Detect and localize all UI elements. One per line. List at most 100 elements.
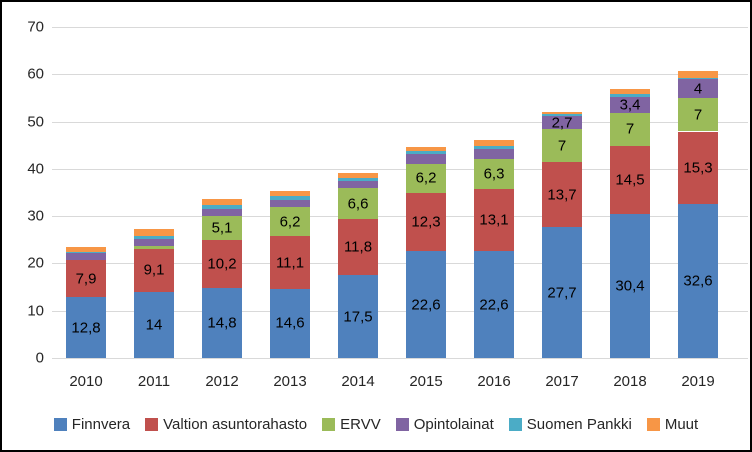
- bar-segment-finnvera: [270, 288, 310, 358]
- bar-segment-opintolainat: [202, 208, 242, 216]
- bar-segment-finnvera: [678, 203, 718, 358]
- gridline: [52, 168, 748, 170]
- gridline: [52, 263, 748, 265]
- legend-swatch-icon: [646, 417, 660, 431]
- y-axis-tick-label: 70: [27, 18, 44, 36]
- bar-segment-valtion-asuntorahasto: [542, 162, 582, 228]
- bar-segment-suomen-pankki: [406, 151, 446, 155]
- legend-label: Valtion asuntorahasto: [163, 415, 308, 433]
- bar-segment-suomen-pankki: [338, 177, 378, 181]
- data-label: 6,6: [347, 195, 369, 213]
- bar-segment-opintolainat: [678, 79, 718, 99]
- bar-segment-opintolainat: [542, 116, 582, 130]
- data-label: 7: [693, 106, 703, 124]
- bar-segment-finnvera: [134, 291, 174, 358]
- bar-segment-suomen-pankki: [66, 252, 106, 254]
- bar-segment-muut: [678, 71, 718, 78]
- bar-segment-suomen-pankki: [610, 93, 650, 97]
- bar-segment-muut: [610, 88, 650, 94]
- bar-segment-valtion-asuntorahasto: [202, 239, 242, 288]
- y-axis-tick-label: 60: [27, 65, 44, 83]
- data-label: 13,7: [547, 186, 577, 204]
- bar-segment-finnvera: [474, 251, 514, 358]
- data-label: 30,4: [615, 277, 645, 295]
- data-label: 14: [145, 316, 163, 334]
- legend-label: Muut: [664, 415, 699, 433]
- bar-segment-muut: [406, 147, 446, 152]
- bar-segment-opintolainat: [338, 180, 378, 189]
- data-label: 11,8: [343, 238, 373, 256]
- legend-label: Suomen Pankki: [526, 415, 632, 433]
- data-label: 27,7: [547, 284, 577, 301]
- data-label: 2,7: [551, 114, 573, 132]
- data-label: 4: [693, 80, 703, 98]
- bar-segment-valtion-asuntorahasto: [678, 131, 718, 204]
- bar-segment-finnvera: [406, 251, 446, 358]
- data-label: 9,1: [143, 261, 165, 279]
- legend-item-finnvera: Finnvera: [53, 417, 130, 432]
- bar-segment-valtion-asuntorahasto: [66, 260, 106, 298]
- bar-segment-muut: [338, 173, 378, 178]
- legend-swatch-icon: [322, 417, 336, 431]
- x-axis-tick-label: 2013: [273, 373, 307, 390]
- data-label: 15,3: [683, 159, 713, 177]
- bar-segment-opintolainat: [474, 148, 514, 160]
- bar-segment-suomen-pankki: [134, 236, 174, 239]
- bar-segment-finnvera: [338, 275, 378, 358]
- bar-segment-suomen-pankki: [542, 114, 582, 117]
- bar-segment-suomen-pankki: [678, 77, 718, 80]
- data-label: 7,9: [75, 270, 97, 288]
- x-axis-tick-label: 2018: [613, 373, 647, 390]
- legend-label: ERVV: [340, 415, 381, 433]
- bar-segment-opintolainat: [406, 154, 446, 164]
- y-axis-tick-label: 40: [27, 160, 44, 178]
- gridline: [52, 74, 748, 76]
- data-label: 6,2: [279, 213, 301, 231]
- bar-segment-muut: [474, 140, 514, 147]
- legend-item-ervv: ERVV: [322, 417, 381, 432]
- legend-swatch-icon: [145, 417, 159, 431]
- bar-segment-muut: [270, 190, 310, 197]
- bar-segment-ervv: [610, 112, 650, 146]
- x-axis-tick-label: 2017: [545, 373, 579, 390]
- bar-segment-valtion-asuntorahasto: [270, 236, 310, 289]
- gridline: [52, 27, 748, 28]
- bar-segment-valtion-asuntorahasto: [338, 219, 378, 276]
- legend-item-valtion-asuntorahasto: Valtion asuntorahasto: [145, 417, 307, 432]
- data-label: 3,4: [619, 96, 641, 114]
- data-label: 6,2: [415, 169, 437, 187]
- data-label: 14,6: [275, 314, 305, 332]
- y-axis-tick-label: 20: [27, 254, 44, 272]
- gridline: [52, 310, 748, 312]
- data-label: 32,6: [683, 272, 713, 290]
- x-axis-tick-label: 2014: [341, 373, 375, 390]
- data-label: 14,5: [615, 171, 645, 189]
- gridline: [52, 216, 748, 218]
- legend-swatch-icon: [395, 417, 409, 431]
- bar-segment-ervv: [270, 207, 310, 237]
- data-label: 10,2: [207, 255, 237, 273]
- y-axis-tick-label: 0: [35, 349, 44, 367]
- y-axis-tick-label: 50: [27, 113, 44, 131]
- bar-segment-muut: [134, 228, 174, 236]
- gridline: [52, 358, 748, 359]
- bar-segment-muut: [202, 198, 242, 205]
- x-axis-tick-label: 2019: [681, 373, 715, 390]
- legend-item-muut: Muut: [646, 415, 699, 433]
- bar-segment-finnvera: [66, 297, 106, 358]
- bar-segment-muut: [542, 111, 582, 115]
- bar-segment-ervv: [542, 129, 582, 163]
- bar-segment-ervv: [134, 246, 174, 249]
- bar-segment-suomen-pankki: [270, 196, 310, 201]
- legend-item-opintolainat: Opintolainat: [395, 417, 494, 432]
- legend-swatch-icon: [53, 417, 67, 431]
- bar-segment-opintolainat: [270, 200, 310, 208]
- bar-segment-finnvera: [202, 288, 242, 358]
- bar-segment-valtion-asuntorahasto: [610, 145, 650, 215]
- x-axis-tick-label: 2016: [477, 373, 511, 390]
- bar-segment-ervv: [338, 188, 378, 220]
- y-axis-tick-label: 30: [27, 207, 44, 225]
- bar-segment-suomen-pankki: [202, 204, 242, 209]
- data-label: 12,8: [71, 319, 101, 337]
